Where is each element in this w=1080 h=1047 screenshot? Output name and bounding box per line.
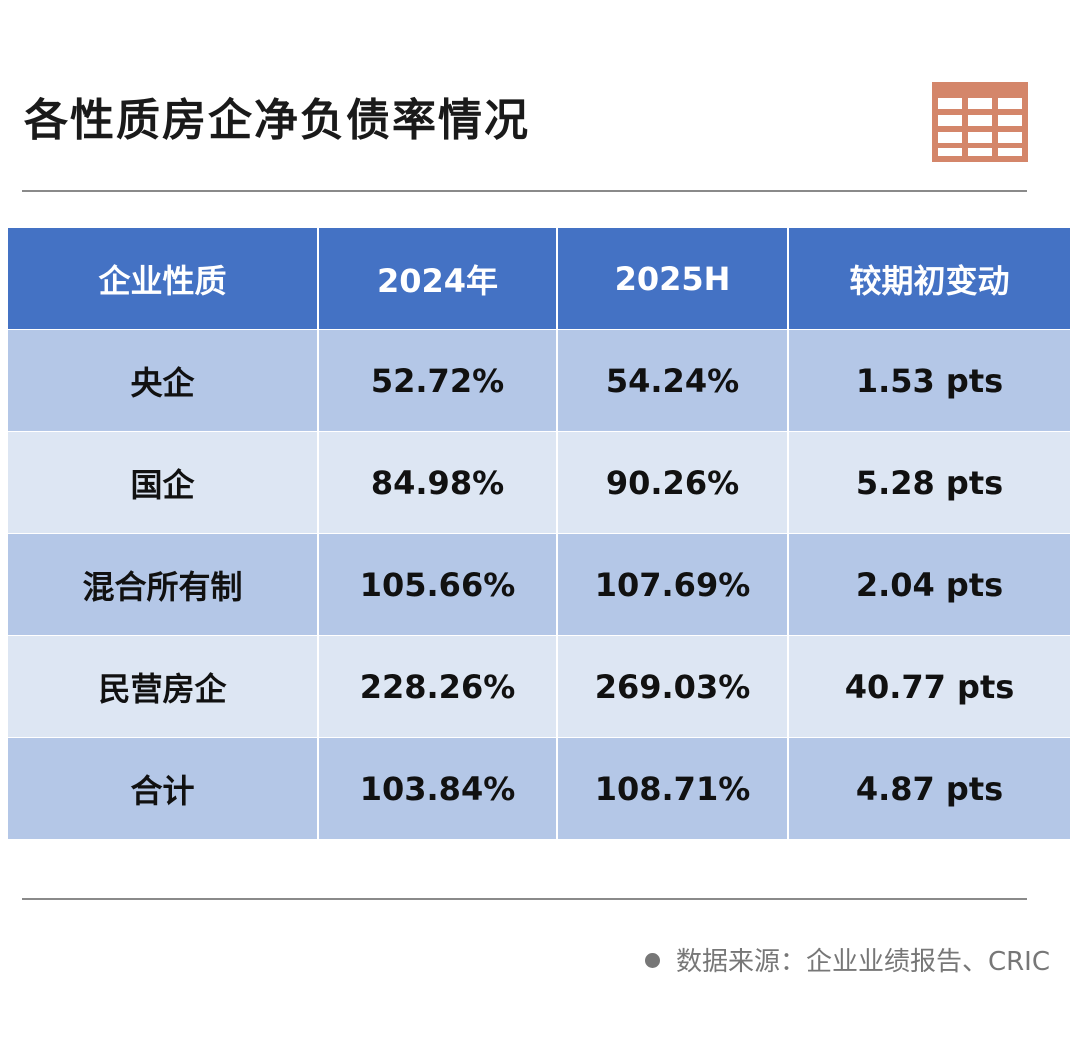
page-title: 各性质房企净负债率情况 <box>24 95 530 146</box>
table-header-row: 企业性质 2024年 2025H 较期初变动 <box>8 228 1070 330</box>
cell-type: 民营房企 <box>8 635 319 738</box>
cell-2024: 105.66% <box>318 533 558 636</box>
table-row-total: 合计 103.84% 108.71% 4.87 pts <box>8 737 1070 839</box>
cell-2025h: 90.26% <box>557 431 789 534</box>
bottom-divider <box>22 898 1027 900</box>
bullet-dot-icon <box>644 953 660 968</box>
cell-change: 2.04 pts <box>788 533 1070 636</box>
cell-2024: 103.84% <box>318 737 558 839</box>
column-header-change: 较期初变动 <box>788 228 1070 330</box>
cell-type: 混合所有制 <box>8 533 319 636</box>
cell-type: 央企 <box>8 329 319 432</box>
column-header-type: 企业性质 <box>8 228 319 330</box>
top-divider <box>22 190 1027 192</box>
source-text: 数据来源：企业业绩报告、CRIC <box>675 947 1050 977</box>
column-header-2024: 2024年 <box>318 228 558 330</box>
cell-2025h: 108.71% <box>557 737 789 839</box>
cell-2025h: 269.03% <box>557 635 789 738</box>
table-grid-icon <box>932 82 1028 162</box>
table-row: 民营房企 228.26% 269.03% 40.77 pts <box>8 635 1070 738</box>
cell-2024: 52.72% <box>318 329 558 432</box>
table-row: 混合所有制 105.66% 107.69% 2.04 pts <box>8 533 1070 636</box>
cell-2025h: 107.69% <box>557 533 789 636</box>
cell-change: 4.87 pts <box>788 737 1070 839</box>
column-header-2025h: 2025H <box>557 228 789 330</box>
cell-change: 1.53 pts <box>788 329 1070 432</box>
table-row: 央企 52.72% 54.24% 1.53 pts <box>8 329 1070 432</box>
cell-type: 合计 <box>8 737 319 839</box>
cell-2025h: 54.24% <box>557 329 789 432</box>
cell-type: 国企 <box>8 431 319 534</box>
cell-2024: 228.26% <box>318 635 558 738</box>
table-row: 国企 84.98% 90.26% 5.28 pts <box>8 431 1070 534</box>
cell-change: 5.28 pts <box>788 431 1070 534</box>
debt-ratio-table: 企业性质 2024年 2025H 较期初变动 央企 52.72% 54.24% … <box>8 228 1070 839</box>
cell-change: 40.77 pts <box>788 635 1070 738</box>
cell-2024: 84.98% <box>318 431 558 534</box>
source-note: 数据来源：企业业绩报告、CRIC <box>644 940 1050 984</box>
